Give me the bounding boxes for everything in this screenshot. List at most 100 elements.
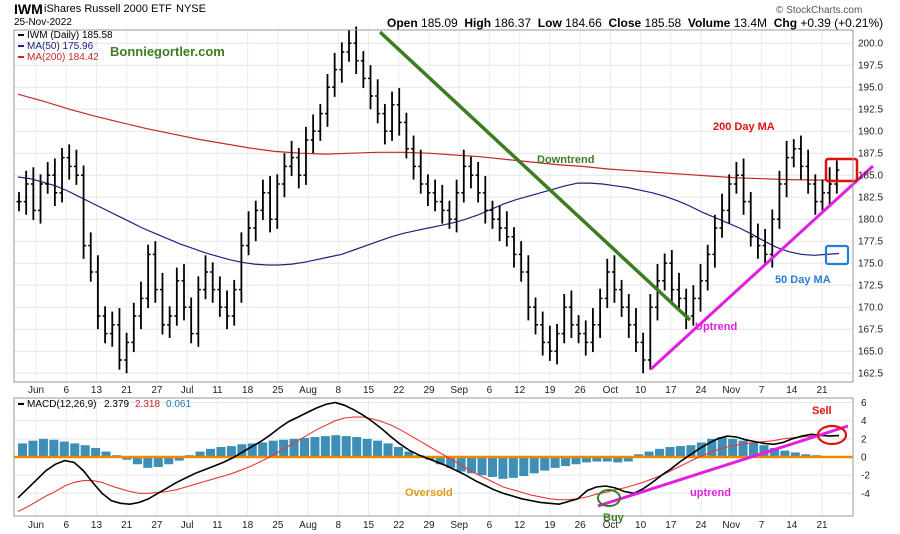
histogram-bar xyxy=(310,437,320,457)
histogram-bar xyxy=(665,447,675,457)
price-axis-ticks: 162.5 165.0 167.5 170.0 172.5 175.0 177.5 180.0… xyxy=(858,39,883,380)
histogram-bar xyxy=(299,437,310,457)
histogram-bar xyxy=(237,444,247,457)
ohlc-bar xyxy=(633,308,639,353)
price-tick-label: 182.5 xyxy=(858,193,883,204)
ohlc-bar xyxy=(59,147,65,203)
histogram-bar xyxy=(508,457,518,478)
histogram-bar xyxy=(571,457,581,465)
x-tick-label: Sep xyxy=(450,520,468,531)
histogram-bar xyxy=(404,451,414,457)
histogram-bar xyxy=(226,446,236,457)
legend-signal-value: 2.318 xyxy=(135,399,160,410)
macd-histogram xyxy=(14,435,853,479)
ohlc-bar xyxy=(152,241,158,303)
x-tick-label: Oct xyxy=(603,385,619,396)
macd-uptrend-line xyxy=(597,424,849,508)
ohlc-bar xyxy=(88,232,94,282)
ohlc-bar xyxy=(303,126,309,185)
ohlc-bar xyxy=(597,288,603,338)
ohlc-bar xyxy=(310,114,316,154)
ohlc-bar xyxy=(468,156,474,189)
legend-price: IWM (Daily) 185.58 xyxy=(27,30,113,41)
histogram-bar xyxy=(696,442,706,457)
histogram-bar xyxy=(18,443,28,457)
price-tick-label: 180.0 xyxy=(858,215,883,226)
x-tick-label: 13 xyxy=(91,385,103,396)
ohlc-bar xyxy=(23,170,29,215)
histogram-bar xyxy=(749,442,759,457)
volume-label: Volume xyxy=(687,16,731,30)
macd-panel-frame xyxy=(13,397,854,517)
histogram-bar xyxy=(435,457,445,465)
histogram-bar xyxy=(529,457,539,474)
ohlc-bar xyxy=(705,244,711,291)
ohlc-bar xyxy=(389,91,395,141)
x-tick-label: 7 xyxy=(759,520,765,531)
histogram-bar xyxy=(477,457,487,476)
x-tick-label: 26 xyxy=(575,385,587,396)
macd-lines xyxy=(17,401,840,512)
high-label: High xyxy=(464,16,492,30)
quote-bar: Open 185.09 High 186.37 Low 184.66 Close… xyxy=(387,16,883,30)
x-tick-label: 27 xyxy=(151,520,163,531)
x-tick-label: 13 xyxy=(91,520,103,531)
x-tick-label: 19 xyxy=(544,385,556,396)
macd-legend: MACD(12,26,9) 2.379 2.318 0.061 xyxy=(18,399,191,410)
ohlc-bar xyxy=(339,42,345,83)
ohlc-bar xyxy=(52,158,58,206)
ohlc-bar xyxy=(246,211,252,256)
histogram-bar xyxy=(446,457,456,468)
macd-tick-label: -2 xyxy=(861,471,870,482)
ohlc-bar xyxy=(188,297,194,344)
ohlc-bar xyxy=(540,311,546,356)
ohlc-bar xyxy=(418,149,424,194)
close-label: Close xyxy=(608,16,642,30)
signal-line xyxy=(17,416,839,512)
histogram-bar xyxy=(205,448,216,457)
ohlc-bar xyxy=(812,174,818,215)
histogram-bar xyxy=(487,457,497,477)
x-tick-label: 7 xyxy=(759,385,765,396)
histogram-bar xyxy=(759,445,769,457)
legend-ma50: MA(50) 175.96 xyxy=(27,41,94,52)
histogram-bar xyxy=(153,457,163,467)
histogram-bar xyxy=(686,445,696,457)
ohlc-bar xyxy=(346,30,352,62)
ohlc-bar xyxy=(712,214,718,268)
price-tick-label: 170.0 xyxy=(858,303,883,314)
volume-value: 13.4M xyxy=(733,16,768,30)
ohlc-bar xyxy=(102,306,108,344)
histogram-bar xyxy=(769,447,779,457)
ohlc-bar xyxy=(698,264,704,312)
ohlc-bar xyxy=(174,267,180,326)
ohlc-bar xyxy=(576,315,582,344)
ohlc-bar xyxy=(446,200,452,229)
ohlc-bar xyxy=(238,232,244,303)
x-tick-label: 10 xyxy=(635,520,647,531)
ohlc-bar xyxy=(748,191,754,247)
histogram-bar xyxy=(780,450,790,457)
ohlc-bar xyxy=(145,244,151,309)
sell-label: Sell xyxy=(812,405,832,417)
brand-watermark: © StockCharts.com xyxy=(776,5,863,16)
ma200-line xyxy=(17,93,840,181)
price-grid xyxy=(14,42,853,374)
histogram-bar xyxy=(801,454,811,457)
ohlc-bar xyxy=(805,149,811,194)
histogram-bar xyxy=(143,457,153,468)
x-tick-label: Jul xyxy=(181,385,194,396)
histogram-bar xyxy=(383,443,393,457)
price-tick-label: 162.5 xyxy=(858,369,883,380)
uptrend-label: Uptrend xyxy=(695,321,737,333)
ohlc-bar xyxy=(73,149,79,185)
ohlc-bar xyxy=(726,174,732,224)
x-tick-label: 21 xyxy=(121,385,133,396)
ohlc-bar xyxy=(489,200,495,229)
x-tick-label: 6 xyxy=(63,520,69,531)
ohlc-bar xyxy=(210,262,216,303)
histogram-bar xyxy=(623,457,633,462)
ohlc-bar xyxy=(181,264,187,321)
ohlc-bar xyxy=(626,294,632,338)
